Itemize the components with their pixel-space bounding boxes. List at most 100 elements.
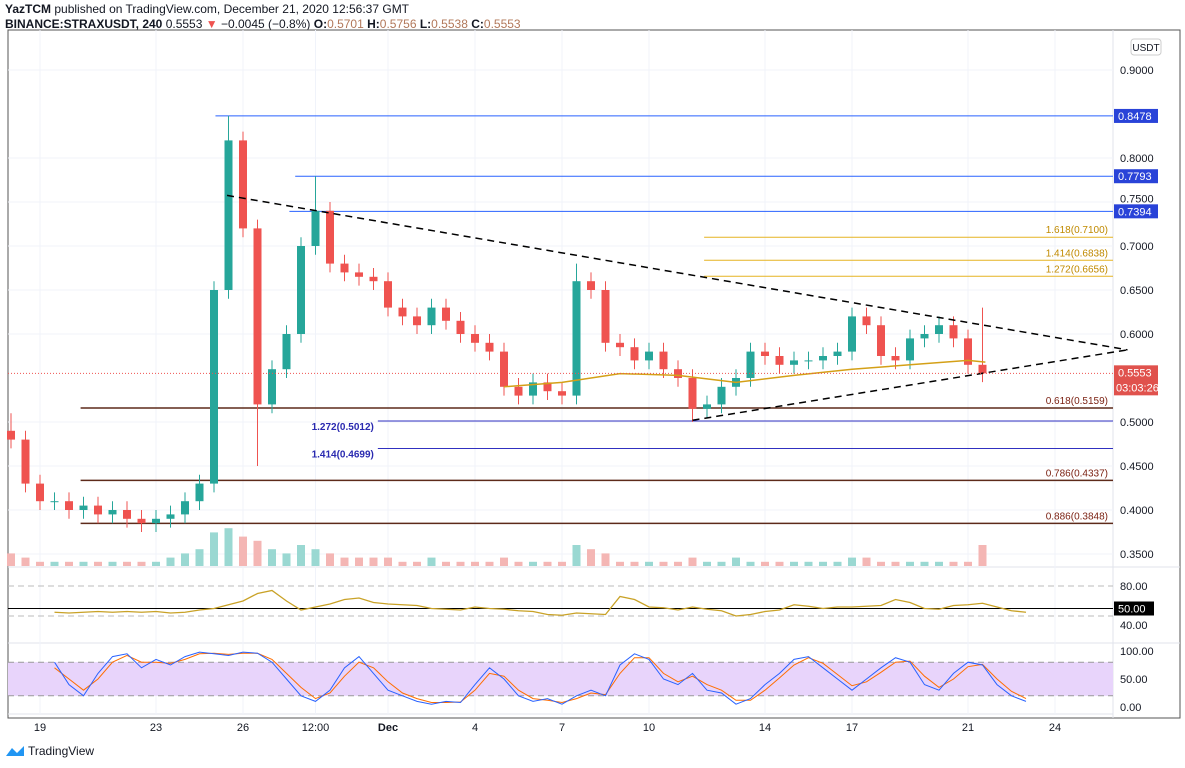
price-level-tag	[1114, 108, 1158, 123]
x-tick-label: 12:00	[302, 722, 330, 734]
candle-body	[891, 356, 900, 361]
stoch-d-line	[54, 652, 1027, 704]
volume-bar	[166, 557, 175, 566]
candle-body	[804, 360, 813, 362]
volume-bar	[137, 561, 146, 566]
candle-body	[514, 386, 523, 396]
author[interactable]: YazTCM	[5, 2, 52, 16]
candle-body	[369, 276, 378, 282]
candle-body	[920, 334, 929, 339]
currency-label: USDT	[1132, 43, 1159, 54]
volume-bar	[282, 553, 291, 566]
candle-body	[659, 351, 668, 370]
publish-text: published on TradingView.com, December 2…	[54, 2, 410, 16]
volume-bar	[717, 561, 726, 566]
tradingview-logo-icon	[6, 746, 24, 756]
candle-body	[717, 386, 726, 405]
candle-body	[181, 501, 189, 515]
candle-body	[79, 505, 88, 510]
y-tick-label: 0.6000	[1120, 329, 1154, 341]
candle-body	[442, 307, 450, 321]
stoch-tick-label: 50.00	[1120, 674, 1148, 686]
brand-name: TradingView	[28, 744, 95, 758]
volume-bar	[746, 561, 755, 566]
fib-level-label: 0.886(0.3848)	[1046, 511, 1108, 522]
candle-body	[616, 342, 624, 348]
volume-bar	[326, 553, 334, 566]
y-tick-label: 0.9000	[1120, 65, 1154, 77]
volume-bar	[340, 557, 349, 566]
volume-bar	[94, 561, 102, 566]
volume-bar	[384, 557, 392, 566]
x-tick-label: Dec	[378, 722, 398, 734]
volume-bar	[848, 557, 856, 566]
volume-bar	[703, 561, 711, 566]
volume-bar	[804, 561, 813, 566]
candle-body	[456, 320, 465, 334]
volume-bar	[732, 557, 740, 566]
high-value: 0.5756	[379, 17, 417, 31]
candle-body	[935, 325, 943, 334]
volume-bar	[978, 545, 987, 566]
down-arrow-icon: ▼	[205, 17, 218, 31]
fib-level-label: 1.414(0.4699)	[312, 449, 374, 460]
candle-body	[340, 263, 349, 273]
price-level-tag-text: 0.8478	[1118, 111, 1152, 123]
volume-bar	[514, 561, 523, 566]
candle-body	[964, 338, 972, 365]
low-value: 0.5538	[431, 17, 468, 31]
x-tick-label: 26	[237, 722, 249, 734]
volume-bar	[877, 561, 885, 566]
volume-bar	[123, 561, 131, 566]
symbol-label[interactable]: BINANCE:STRAXUSDT, 240	[5, 17, 163, 31]
candle-body	[848, 316, 856, 352]
candle-body	[94, 505, 102, 515]
volume-bar	[761, 561, 769, 566]
triangle-trendline	[692, 349, 1128, 421]
volume-bar	[485, 561, 494, 566]
price-level-tag	[1114, 204, 1158, 219]
volume-bar	[369, 557, 378, 566]
x-tick-label: 21	[962, 722, 974, 734]
candle-body	[7, 430, 15, 440]
candle-body	[630, 347, 639, 361]
volume-bar	[210, 532, 218, 566]
x-tick-label: 14	[759, 722, 771, 734]
volume-bar	[355, 557, 363, 566]
volume-bar	[935, 561, 943, 566]
volume-bar	[645, 561, 653, 566]
candle-body	[268, 369, 276, 405]
volume-bar	[297, 545, 305, 566]
volume-bar	[398, 561, 407, 566]
last-price-tag-text: 0.5553	[1118, 367, 1152, 379]
fib-level-label: 1.618(0.7100)	[1046, 225, 1108, 236]
volume-bar	[471, 561, 479, 566]
tradingview-logo[interactable]: TradingView	[5, 744, 94, 758]
candle-body	[224, 140, 233, 290]
x-tick-label: 23	[150, 722, 162, 734]
volume-bar	[500, 557, 508, 566]
volume-bar	[630, 561, 639, 566]
volume-bar	[268, 549, 276, 566]
volume-bar	[253, 540, 262, 566]
last-price-tag	[1114, 365, 1158, 396]
volume-bar	[456, 561, 465, 566]
candle-body	[311, 210, 320, 246]
price-level-tag	[1114, 169, 1158, 184]
candle-body	[543, 382, 552, 392]
candle-body	[587, 281, 595, 290]
rsi-line	[54, 589, 1027, 617]
candle-body	[152, 518, 160, 524]
volume-bar	[65, 561, 73, 566]
volume-bar	[659, 561, 668, 566]
volume-bar	[891, 561, 900, 566]
chart-frame	[7, 29, 1181, 719]
y-tick-label: 0.4500	[1120, 461, 1154, 473]
volume-bar	[790, 561, 798, 566]
high-label: H:	[367, 17, 380, 31]
volume-bar	[558, 561, 566, 566]
candle-body	[253, 228, 262, 405]
volume-bar	[21, 557, 30, 566]
low-label: L:	[419, 17, 432, 31]
